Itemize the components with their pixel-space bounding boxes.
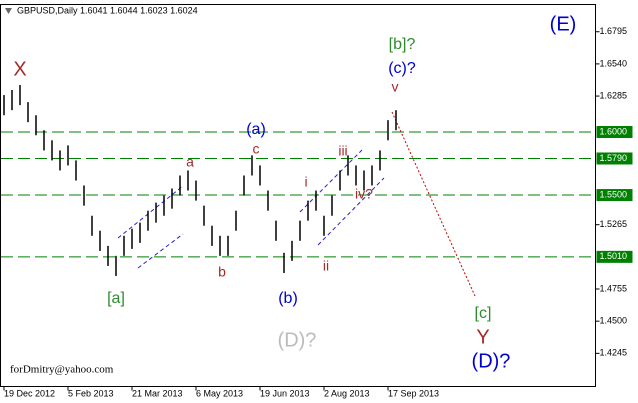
wave-label: [c] xyxy=(475,305,492,322)
y-tick-label: 1.6540 xyxy=(600,58,628,68)
wave-label: (D)? xyxy=(472,350,511,372)
level-label: 1.5500 xyxy=(600,189,628,199)
x-tick-label: 21 Mar 2013 xyxy=(132,388,183,398)
projection-line xyxy=(391,111,476,297)
y-tick-label: 1.5265 xyxy=(600,219,628,229)
level-label-box xyxy=(596,126,633,139)
chart-header: GBPUSD,Daily 1.6041 1.6044 1.6023 1.6024 xyxy=(17,5,198,15)
wave-label: (E) xyxy=(550,13,577,35)
wave-label: forDmitry@yahoo.com xyxy=(10,364,114,376)
menu-icon xyxy=(5,8,12,14)
channel-line xyxy=(137,233,184,269)
wave-label: Y xyxy=(476,326,489,348)
level-label-box xyxy=(596,152,633,165)
wave-label: ii xyxy=(323,258,329,274)
y-tick-label: 1.4500 xyxy=(600,316,628,326)
wave-label: (b) xyxy=(278,290,298,307)
wave-label: (a) xyxy=(246,121,266,138)
level-label-box xyxy=(596,250,633,263)
channel xyxy=(117,149,385,269)
wave-label: i xyxy=(304,174,307,190)
wave-label: b xyxy=(218,264,226,280)
x-tick-label: 2 Aug 2013 xyxy=(324,388,370,398)
wave-label: a xyxy=(186,154,194,170)
channel-line xyxy=(299,149,363,213)
y-tick-label: 1.4245 xyxy=(600,348,628,358)
level-label: 1.5010 xyxy=(600,251,628,261)
y-tick-label: 1.6795 xyxy=(600,26,628,36)
x-tick-label: 17 Sep 2013 xyxy=(388,388,439,398)
x-tick-label: 6 May 2013 xyxy=(196,388,243,398)
wave-label: c xyxy=(253,141,260,157)
wave-label: [b]? xyxy=(389,36,416,53)
x-tick-label: 19 Dec 2012 xyxy=(4,388,55,398)
y-tick-label: 1.6285 xyxy=(600,90,628,100)
wave-label: (c)? xyxy=(388,60,416,77)
channel-line xyxy=(317,177,385,246)
wave-label: X xyxy=(13,58,26,80)
x-tick-label: 5 Feb 2013 xyxy=(68,388,114,398)
x-tick-label: 19 Jun 2013 xyxy=(260,388,310,398)
wave-label: [a] xyxy=(107,290,125,307)
wave-label: iii xyxy=(338,143,347,159)
level-label: 1.5790 xyxy=(600,153,628,163)
wave-label: v xyxy=(392,79,399,95)
level-label: 1.6000 xyxy=(600,126,628,136)
level-label-box xyxy=(596,189,633,202)
wave-label: (D)? xyxy=(278,329,317,351)
y-tick-label: 1.4755 xyxy=(600,283,628,293)
plot-frame xyxy=(0,4,596,387)
wave-label: iv? xyxy=(355,186,373,202)
